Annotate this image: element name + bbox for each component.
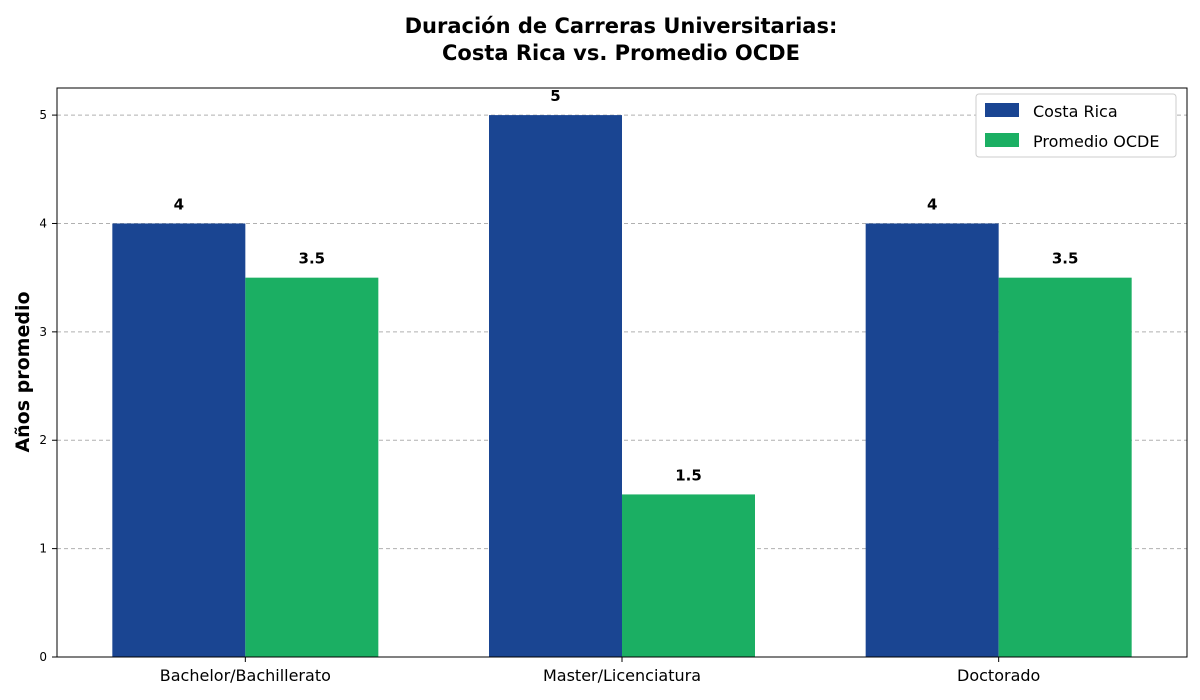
- data-label-promedio-ocde-bachelor-bachillerato: 3.5: [299, 250, 326, 268]
- x-tick-label-master-licenciatura: Master/Licenciatura: [543, 666, 701, 685]
- data-label-promedio-ocde-doctorado: 3.5: [1052, 250, 1079, 268]
- legend-box: [975, 93, 1177, 158]
- chart-title-line-1: Duración de Carreras Universitarias:: [405, 14, 838, 38]
- data-label-promedio-ocde-master-licenciatura: 1.5: [675, 466, 702, 484]
- legend-label-costa-rica: Costa Rica: [1033, 102, 1118, 121]
- data-labels: 4 3.5 5 1.5 4 3.5: [174, 87, 1079, 484]
- bar-promedio-ocde-doctorado: [998, 277, 1132, 657]
- data-label-costa-rica-master-licenciatura: 5: [550, 87, 560, 105]
- y-axis-ticks: 0 1 2 3 4 5: [39, 108, 57, 664]
- y-tick-label-2: 2: [39, 433, 47, 447]
- legend-label-promedio-ocde: Promedio OCDE: [1033, 132, 1159, 151]
- legend-swatch-promedio-ocde: [985, 133, 1019, 147]
- bar-promedio-ocde-master-licenciatura: [622, 494, 755, 657]
- x-axis-ticks: Bachelor/Bachillerato Master/Licenciatura…: [160, 657, 1040, 685]
- bar-costa-rica-master-licenciatura: [489, 115, 622, 658]
- chart-title-line-2: Costa Rica vs. Promedio OCDE: [442, 41, 800, 65]
- legend: Costa Rica Promedio OCDE: [975, 93, 1177, 158]
- y-tick-label-1: 1: [39, 542, 47, 556]
- y-tick-label-5: 5: [39, 108, 47, 122]
- y-tick-label-4: 4: [39, 216, 47, 230]
- y-axis-label: Años promedio: [12, 291, 34, 452]
- bar-costa-rica-bachelor-bachillerato: [112, 223, 246, 657]
- legend-swatch-costa-rica: [985, 103, 1019, 117]
- x-tick-label-doctorado: Doctorado: [957, 666, 1040, 685]
- x-tick-label-bachelor-bachillerato: Bachelor/Bachillerato: [160, 666, 331, 685]
- y-tick-label-0: 0: [39, 650, 47, 664]
- plot-frame: [56, 87, 1188, 658]
- y-tick-label-3: 3: [39, 325, 47, 339]
- data-label-costa-rica-bachelor-bachillerato: 4: [174, 195, 184, 213]
- data-label-costa-rica-doctorado: 4: [927, 195, 937, 213]
- bars: [112, 115, 1132, 658]
- bar-costa-rica-doctorado: [865, 223, 999, 657]
- bar-promedio-ocde-bachelor-bachillerato: [245, 277, 379, 657]
